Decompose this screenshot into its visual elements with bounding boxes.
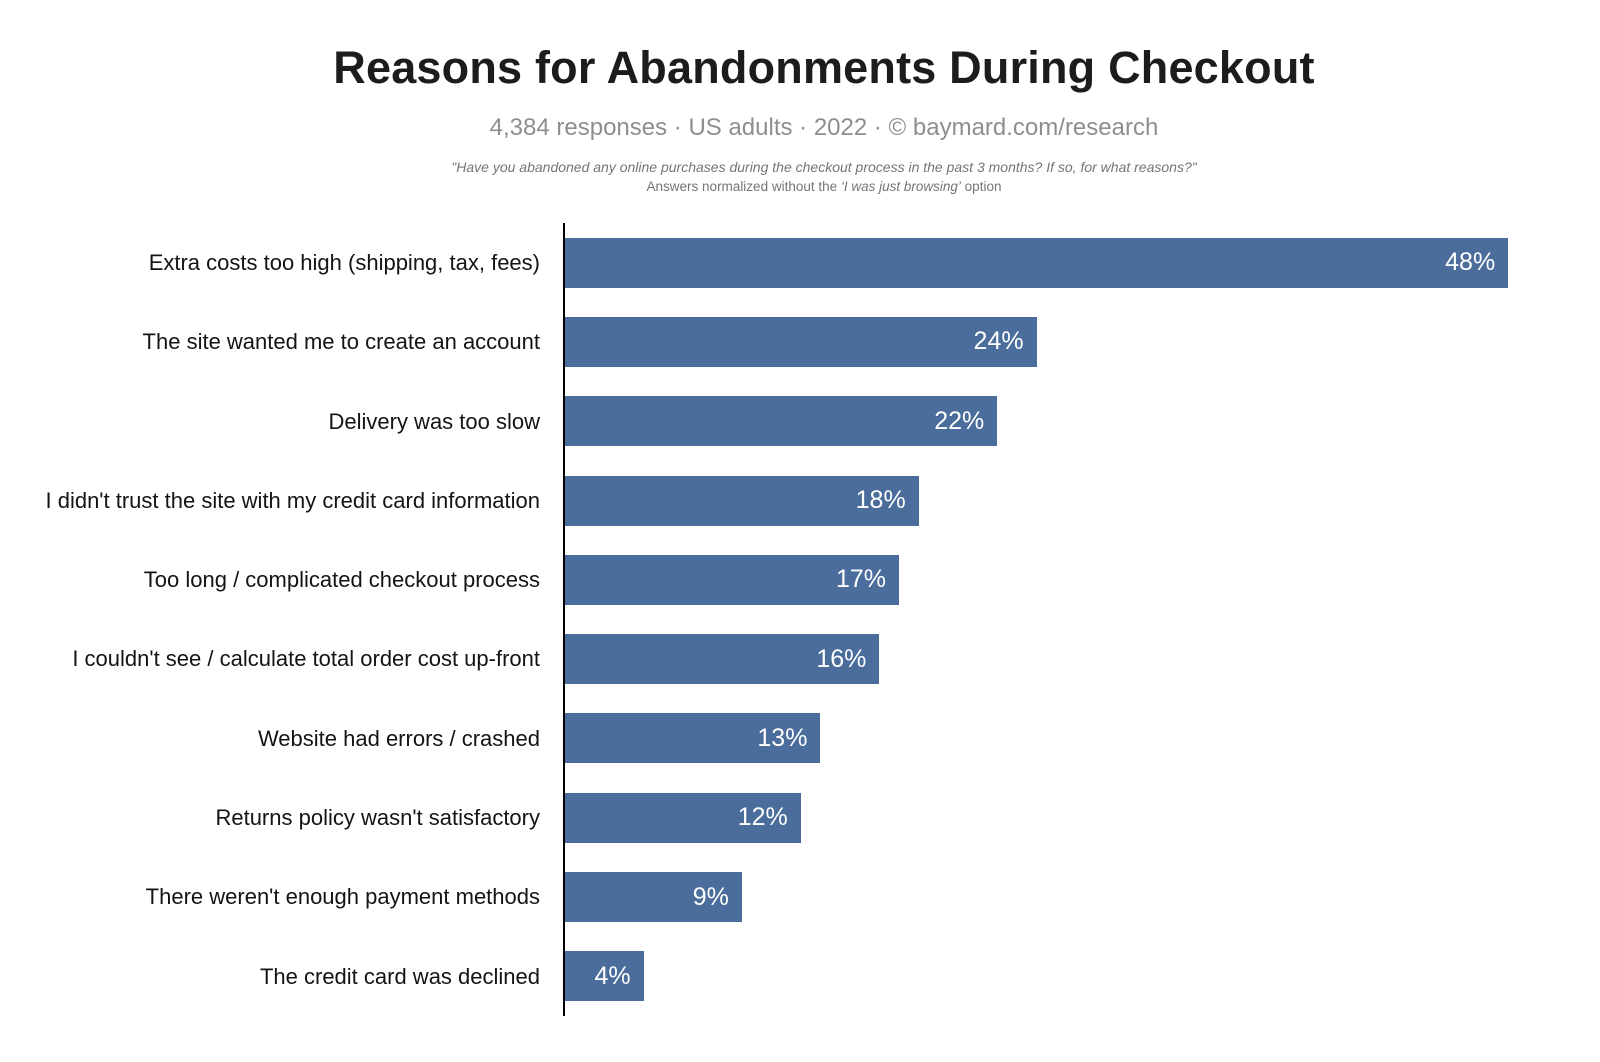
category-label: The credit card was declined xyxy=(259,963,540,989)
normalization-note-italic: ‘I was just browsing’ xyxy=(840,179,961,194)
normalization-note: Answers normalized without the ‘I was ju… xyxy=(48,179,1600,194)
value-label: 18% xyxy=(855,486,906,515)
bar: 24% xyxy=(565,316,1037,367)
category-label: Website had errors / crashed xyxy=(257,725,540,751)
value-label: 17% xyxy=(836,565,887,594)
bar: 4% xyxy=(565,951,644,1002)
bar: 17% xyxy=(565,554,900,605)
chart-subtitle: 4,384 responses · US adults · 2022 · © b… xyxy=(489,114,1159,141)
value-label: 13% xyxy=(757,723,808,752)
value-label: 16% xyxy=(816,644,867,673)
bar-track: 48% xyxy=(563,223,1600,303)
bar: 13% xyxy=(565,713,821,764)
chart-row: Delivery was too slow 22% xyxy=(0,381,1600,461)
chart-row: Too long / complicated checkout process 1… xyxy=(0,540,1600,620)
category-label: I didn't trust the site with my credit c… xyxy=(45,487,540,513)
chart-row: Extra costs too high (shipping, tax, fee… xyxy=(0,223,1600,303)
category-label: Too long / complicated checkout process xyxy=(143,567,540,593)
chart-row: The site wanted me to create an account 2… xyxy=(0,302,1600,382)
chart-row: The credit card was declined 4% xyxy=(0,936,1600,1016)
value-label: 12% xyxy=(737,803,788,832)
chart-row: Returns policy wasn't satisfactory 12% xyxy=(0,778,1600,858)
value-label: 48% xyxy=(1445,248,1496,277)
value-label: 4% xyxy=(594,961,631,990)
bar-track: 12% xyxy=(563,778,1600,858)
value-label: 24% xyxy=(973,327,1024,356)
bar: 16% xyxy=(565,634,880,685)
value-label: 9% xyxy=(692,882,729,911)
chart-row: I couldn't see / calculate total order c… xyxy=(0,619,1600,699)
bar-track: 4% xyxy=(563,936,1600,1016)
category-label: The site wanted me to create an account xyxy=(142,329,540,355)
survey-question-note: "Have you abandoned any online purchases… xyxy=(451,159,1197,175)
chart-title: Reasons for Abandonments During Checkout xyxy=(333,42,1315,93)
bar-track: 22% xyxy=(563,381,1600,461)
category-label: I couldn't see / calculate total order c… xyxy=(72,646,540,672)
category-label: There weren't enough payment methods xyxy=(145,884,540,910)
bar-track: 16% xyxy=(563,619,1600,699)
normalization-note-suffix: option xyxy=(960,179,1002,194)
bar-track: 9% xyxy=(563,857,1600,937)
value-label: 22% xyxy=(934,406,985,435)
chart-row: I didn't trust the site with my credit c… xyxy=(0,460,1600,541)
bar-track: 13% xyxy=(563,698,1600,779)
bar-track: 17% xyxy=(563,540,1600,620)
normalization-note-prefix: Answers normalized without the xyxy=(646,179,841,194)
bar-track: 18% xyxy=(563,460,1600,541)
chart-header: Reasons for Abandonments During Checkout… xyxy=(0,0,1600,194)
bar: 22% xyxy=(565,396,998,447)
chart-row: Website had errors / crashed 13% xyxy=(0,698,1600,779)
bar: 18% xyxy=(565,475,919,526)
chart-row: There weren't enough payment methods 9% xyxy=(0,857,1600,937)
bar: 48% xyxy=(565,237,1509,288)
bar-chart: Extra costs too high (shipping, tax, fee… xyxy=(0,223,1600,1016)
category-label: Delivery was too slow xyxy=(328,408,540,434)
category-label: Extra costs too high (shipping, tax, fee… xyxy=(148,250,540,275)
category-label: Returns policy wasn't satisfactory xyxy=(215,805,540,831)
bar: 12% xyxy=(565,792,801,843)
bar: 9% xyxy=(565,872,742,923)
bar-track: 24% xyxy=(563,302,1600,382)
